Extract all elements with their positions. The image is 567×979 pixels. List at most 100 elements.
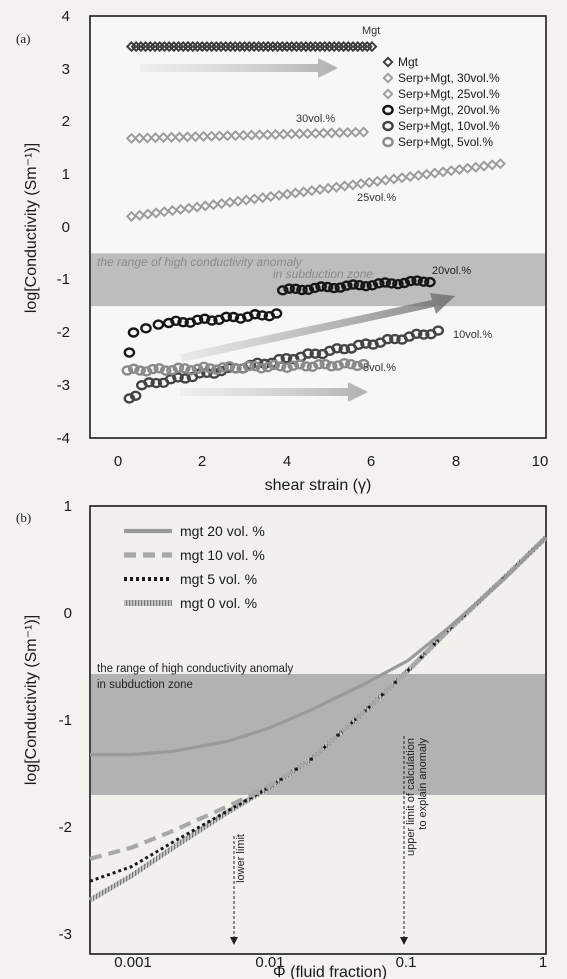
- panel-b-label: (b): [16, 510, 31, 525]
- panel-b-legend-entry: mgt 20 vol. %: [180, 523, 265, 539]
- panel-a-y-tick: 0: [62, 219, 70, 236]
- panel-a-point-serp-mgt-25vol: [470, 161, 482, 173]
- panel-a-point-serp-mgt-10vol: [179, 373, 191, 384]
- panel-a-point-serp-mgt-5vol: [223, 361, 236, 372]
- panel-a-point-serp-mgt-20vol: [334, 282, 347, 293]
- panel-b-upper-limit-label: upper limit of calculation: [405, 738, 417, 856]
- panel-a-legend-marker: [382, 120, 394, 132]
- panel-a-arrow-mgt: [140, 58, 338, 78]
- panel-a-point-serp-mgt-20vol: [308, 282, 321, 294]
- panel-b-x-tick: 0.01: [255, 954, 284, 971]
- panel-a-point-serp-mgt-5vol: [268, 359, 280, 371]
- panel-a-y-tick-labels: 4 3 2 1 0 -1 -2 -3 -4: [57, 8, 70, 447]
- panel-a-point-serp-mgt-20vol: [206, 315, 218, 326]
- panel-a-point-serp-mgt-10vol: [280, 352, 293, 364]
- panel-a-y-tick: 3: [62, 61, 70, 78]
- panel-a-point-serp-mgt-25vol: [494, 158, 506, 170]
- panel-a-point-serp-mgt-20vol: [347, 279, 359, 290]
- panel-a-point-serp-mgt-30vol: [157, 131, 170, 144]
- panel-a-point-serp-mgt-20vol: [379, 277, 391, 288]
- panel-a-annotation-mgt: Mgt: [362, 25, 380, 37]
- panel-a-point-serp-mgt-30vol: [141, 132, 154, 144]
- panel-a-point-serp-mgt-25vol: [298, 186, 310, 198]
- panel-a-point-serp-mgt-5vol: [210, 364, 223, 375]
- panel-a-point-serp-mgt-10vol: [172, 372, 184, 383]
- panel-a-point-serp-mgt-25vol: [224, 196, 236, 208]
- panel-a-point-serp-mgt-25vol: [478, 160, 490, 172]
- panel-a-point-serp-mgt-20vol: [372, 278, 385, 289]
- panel-a-arrow-20vol: [180, 293, 455, 362]
- panel-a-point-serp-mgt-5vol: [255, 363, 268, 374]
- panel-a-point-serp-mgt-5vol: [357, 358, 370, 370]
- panel-a-point-serp-mgt-20vol: [177, 317, 189, 328]
- panel-a-point-serp-mgt-20vol: [198, 313, 211, 324]
- panel-b-y-tick: 1: [64, 498, 72, 515]
- panel-a-x-tick: 4: [283, 453, 291, 470]
- panel-a-point-serp-mgt-25vol: [363, 176, 375, 188]
- panel-a-point-serp-mgt-30vol: [133, 132, 146, 144]
- panel-a-point-serp-mgt-25vol: [142, 208, 154, 220]
- panel-a-y-tick: -3: [57, 377, 70, 394]
- panel-b-y-axis-label: log[Conductivity (Sm⁻¹)]: [23, 615, 40, 785]
- panel-b-legend-swatches: [124, 528, 172, 606]
- panel-a-point-serp-mgt-20vol: [152, 319, 165, 330]
- panel-a-point-serp-mgt-10vol: [352, 339, 365, 351]
- panel-a-point-serp-mgt-5vol: [121, 365, 134, 376]
- panel-a-y-axis-label: log[Conductivity (Sm⁻¹)]: [23, 143, 40, 313]
- panel-a-x-tick: 10: [532, 453, 549, 470]
- panel-a-point-serp-mgt-5vol: [153, 363, 166, 374]
- panel-a-point-serp-mgt-25vol: [191, 201, 203, 213]
- panel-a-point-serp-mgt-20vol: [227, 311, 240, 323]
- panel-a-point-serp-mgt-25vol: [437, 166, 449, 178]
- panel-a-point-serp-mgt-25vol: [150, 207, 162, 219]
- panel-a-point-serp-mgt-30vol: [165, 131, 178, 143]
- panel-a-point-serp-mgt-25vol: [273, 189, 285, 201]
- panel-a-point-serp-mgt-5vol: [287, 360, 300, 371]
- panel-a-point-serp-mgt-20vol: [424, 276, 436, 288]
- panel-a-point-serp-mgt-20vol: [340, 280, 353, 291]
- panel-a-point-serp-mgt-5vol: [147, 363, 159, 375]
- panel-a-point-serp-mgt-20vol: [289, 283, 302, 294]
- panel-a-point-serp-mgt-25vol: [232, 195, 244, 207]
- panel-a-point-serp-mgt-25vol: [330, 181, 342, 193]
- panel-a-point-serp-mgt-20vol: [392, 278, 404, 290]
- panel-a-data-marks: [121, 41, 506, 404]
- panel-a-x-tick: 2: [198, 453, 206, 470]
- panel-b-series-lines: [88, 535, 548, 903]
- panel-a-legend-entry: Serp+Mgt, 25vol.%: [398, 87, 500, 101]
- panel-a-point-serp-mgt-5vol: [242, 360, 255, 372]
- panel-a-legend-entry: Serp+Mgt, 30vol.%: [398, 71, 500, 85]
- panel-a-point-serp-mgt-10vol: [338, 344, 351, 355]
- panel-a-point-serp-mgt-5vol: [325, 361, 338, 372]
- panel-a-point-serp-mgt-10vol: [360, 338, 372, 349]
- panel-a-point-serp-mgt-10vol: [432, 325, 445, 336]
- panel-a-point-serp-mgt-20vol: [296, 284, 308, 296]
- panel-a-point-serp-mgt-5vol: [166, 365, 178, 376]
- panel-a-point-serp-mgt-20vol: [411, 275, 423, 286]
- panel-a-point-serp-mgt-25vol: [248, 193, 260, 205]
- panel-a-point-serp-mgt-5vol: [140, 366, 153, 377]
- panel-b-lower-limit-arrowhead: [230, 937, 238, 945]
- panel-a-legend-marker: [382, 104, 394, 116]
- panel-a-point-serp-mgt-20vol: [140, 323, 152, 334]
- panel-a-point-serp-mgt-10vol: [129, 390, 142, 401]
- panel-a-point-serp-mgt-10vol: [331, 343, 343, 354]
- panel-a-point-serp-mgt-30vol: [213, 130, 226, 142]
- panel-a-point-serp-mgt-5vol: [198, 361, 210, 373]
- panel-b-band-label-line2: in subduction zone: [97, 679, 193, 691]
- panel-a-point-serp-mgt-25vol: [175, 203, 187, 215]
- panel-a-point-serp-mgt-30vol: [342, 126, 354, 139]
- panel-a-point-serp-mgt-25vol: [216, 198, 228, 210]
- panel-a-point-serp-mgt-30vol: [294, 128, 306, 140]
- panel-a-x-tick: 6: [367, 453, 375, 470]
- panel-a-y-tick: -2: [57, 324, 70, 341]
- panel-a-point-serp-mgt-20vol: [328, 282, 340, 294]
- panel-a-point-serp-mgt-20vol: [315, 281, 327, 292]
- panel-b-y-tick: -2: [59, 819, 72, 836]
- panel-a-legend-marker: [382, 88, 394, 100]
- panel-b-line-mgt-20-vol: [90, 536, 548, 757]
- panel-a-point-serp-mgt-25vol: [453, 164, 465, 176]
- panel-a-point-serp-mgt-5vol: [134, 365, 146, 376]
- panel-a-point-serp-mgt-5vol: [262, 361, 274, 373]
- panel-b-legend-entry: mgt 10 vol. %: [180, 547, 265, 563]
